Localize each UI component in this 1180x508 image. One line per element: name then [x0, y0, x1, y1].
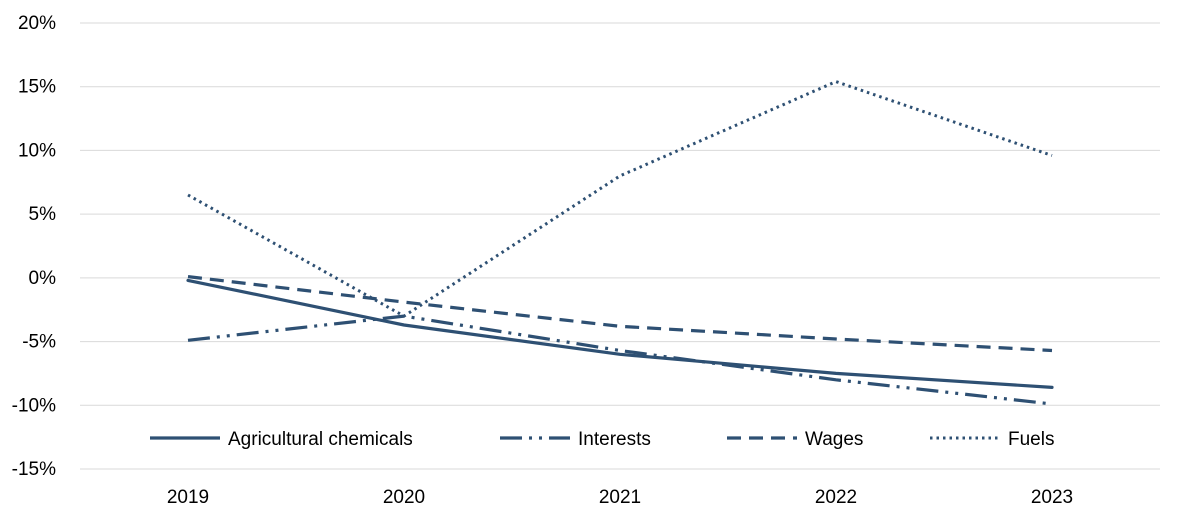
x-tick-label: 2021 — [599, 487, 641, 508]
y-axis-tick-labels: 20% 15% 10% 5% 0% -5% -10% -15% — [12, 13, 56, 480]
x-tick-label: 2022 — [815, 487, 857, 508]
series-line-interests — [187, 314, 1053, 406]
x-tick-label: 2023 — [1031, 487, 1073, 508]
y-tick-label: 10% — [18, 140, 56, 161]
legend-item: Agricultural chemicals — [150, 429, 413, 450]
y-tick-label: -15% — [12, 459, 56, 480]
series-line-fuels — [187, 80, 1053, 318]
y-tick-label: 20% — [18, 13, 56, 34]
y-tick-label: -10% — [12, 395, 56, 416]
series-line-agricultural-chemicals — [186, 278, 1054, 389]
gridlines — [80, 22, 1160, 470]
series-line-wages — [187, 275, 1053, 353]
legend-label: Interests — [578, 429, 651, 450]
y-tick-label: 15% — [18, 77, 56, 98]
x-tick-label: 2020 — [383, 487, 425, 508]
y-tick-label: -5% — [22, 332, 56, 353]
legend: Agricultural chemicals Interests Wages Fuel… — [150, 429, 1054, 450]
legend-label: Fuels — [1008, 429, 1054, 450]
legend-item: Fuels — [930, 429, 1054, 450]
legend-item: Wages — [727, 429, 863, 450]
legend-item: Interests — [500, 429, 651, 450]
legend-label: Wages — [805, 429, 863, 450]
legend-label: Agricultural chemicals — [228, 429, 413, 450]
y-tick-label: 5% — [29, 204, 57, 225]
x-axis-tick-labels: 2019 2020 2021 2022 2023 — [167, 487, 1073, 508]
x-tick-label: 2019 — [167, 487, 209, 508]
series-lines — [186, 80, 1054, 406]
y-tick-label: 0% — [29, 268, 57, 289]
